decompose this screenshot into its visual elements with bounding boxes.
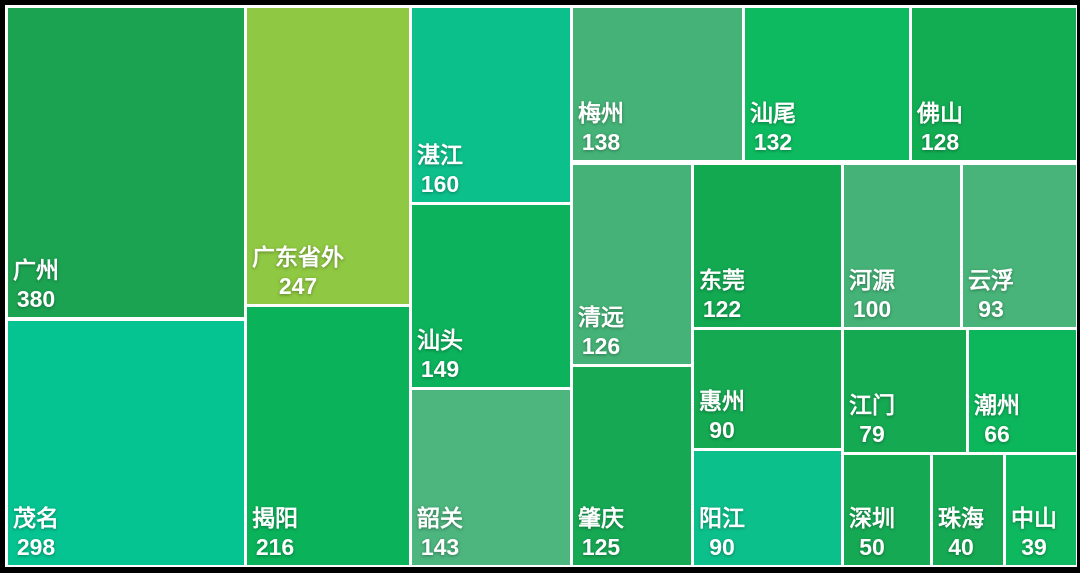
treemap-cell-qingyuan[interactable]: 清远 126 xyxy=(573,165,691,364)
cell-label: 揭阳 216 xyxy=(252,504,298,562)
cell-label: 阳江 90 xyxy=(699,504,745,562)
cell-value: 90 xyxy=(709,534,735,560)
treemap-cell-zhanjiang[interactable]: 湛江 160 xyxy=(412,8,570,202)
cell-name: 汕头 xyxy=(417,327,463,353)
cell-name: 佛山 xyxy=(917,100,963,126)
treemap-cell-jiangmen[interactable]: 江门 79 xyxy=(844,330,966,452)
cell-value: 40 xyxy=(948,534,974,560)
cell-value: 132 xyxy=(753,129,793,155)
cell-label: 东莞 122 xyxy=(699,266,745,324)
cell-label: 潮州 66 xyxy=(974,391,1020,449)
cell-name: 中山 xyxy=(1011,505,1057,531)
treemap-cell-heyuan[interactable]: 河源 100 xyxy=(844,165,960,327)
treemap-cell-shantou[interactable]: 汕头 149 xyxy=(412,205,570,387)
cell-label: 湛江 160 xyxy=(417,141,463,199)
cell-label: 梅州 138 xyxy=(578,99,624,157)
cell-value: 298 xyxy=(16,534,56,560)
treemap-cell-zhuhai[interactable]: 珠海 40 xyxy=(933,455,1003,565)
cell-name: 揭阳 xyxy=(252,505,298,531)
treemap-cell-shanwei[interactable]: 汕尾 132 xyxy=(745,8,909,160)
cell-value: 39 xyxy=(1021,534,1047,560)
cell-name: 潮州 xyxy=(974,392,1020,418)
cell-name: 茂名 xyxy=(13,505,59,531)
cell-label: 珠海 40 xyxy=(938,504,984,562)
treemap-cell-shaoguan[interactable]: 韶关 143 xyxy=(412,390,570,565)
treemap-cell-dongguan[interactable]: 东莞 122 xyxy=(694,165,841,327)
cell-value: 66 xyxy=(984,421,1010,447)
cell-name: 肇庆 xyxy=(578,505,624,531)
cell-name: 清远 xyxy=(578,304,624,330)
cell-label: 广东省外 247 xyxy=(252,243,344,301)
cell-value: 79 xyxy=(859,421,885,447)
cell-label: 广州 380 xyxy=(13,256,59,314)
cell-label: 云浮 93 xyxy=(968,266,1014,324)
cell-value: 216 xyxy=(255,534,295,560)
cell-label: 茂名 298 xyxy=(13,504,59,562)
cell-label: 惠州 90 xyxy=(699,387,745,445)
cell-value: 380 xyxy=(16,286,56,312)
cell-name: 深圳 xyxy=(849,505,895,531)
cell-label: 肇庆 125 xyxy=(578,504,624,562)
treemap-cell-yunfu[interactable]: 云浮 93 xyxy=(963,165,1076,327)
cell-name: 韶关 xyxy=(417,505,463,531)
cell-value: 128 xyxy=(920,129,960,155)
cell-name: 珠海 xyxy=(938,505,984,531)
cell-value: 138 xyxy=(581,129,621,155)
cell-value: 122 xyxy=(702,296,742,322)
cell-name: 湛江 xyxy=(417,142,463,168)
cell-value: 149 xyxy=(420,356,460,382)
cell-value: 143 xyxy=(420,534,460,560)
treemap-cell-shenzhen[interactable]: 深圳 50 xyxy=(844,455,930,565)
cell-value: 50 xyxy=(859,534,885,560)
cell-value: 247 xyxy=(278,273,318,299)
treemap-cell-foshan[interactable]: 佛山 128 xyxy=(912,8,1076,160)
cell-label: 汕尾 132 xyxy=(750,99,796,157)
cell-label: 江门 79 xyxy=(849,391,895,449)
cell-label: 中山 39 xyxy=(1011,504,1057,562)
cell-value: 126 xyxy=(581,333,621,359)
treemap-cell-maoming[interactable]: 茂名 298 xyxy=(8,321,244,565)
cell-name: 惠州 xyxy=(699,388,745,414)
treemap-cell-outside-guangdong[interactable]: 广东省外 247 xyxy=(247,8,409,304)
cell-value: 90 xyxy=(709,417,735,443)
treemap-cell-meizhou[interactable]: 梅州 138 xyxy=(573,8,742,160)
treemap-cell-huizhou[interactable]: 惠州 90 xyxy=(694,330,841,448)
cell-name: 广州 xyxy=(13,257,59,283)
treemap-cell-yangjiang[interactable]: 阳江 90 xyxy=(694,451,841,565)
cell-value: 125 xyxy=(581,534,621,560)
cell-name: 阳江 xyxy=(699,505,745,531)
cell-name: 广东省外 xyxy=(252,244,344,270)
cell-name: 汕尾 xyxy=(750,100,796,126)
treemap-cell-chaozhou[interactable]: 潮州 66 xyxy=(969,330,1076,452)
cell-label: 佛山 128 xyxy=(917,99,963,157)
cell-name: 云浮 xyxy=(968,267,1014,293)
cell-label: 河源 100 xyxy=(849,266,895,324)
treemap-cell-guangzhou[interactable]: 广州 380 xyxy=(8,8,244,317)
cell-label: 汕头 149 xyxy=(417,326,463,384)
cell-value: 93 xyxy=(978,296,1004,322)
cell-name: 河源 xyxy=(849,267,895,293)
cell-value: 160 xyxy=(420,171,460,197)
treemap-cell-zhongshan[interactable]: 中山 39 xyxy=(1006,455,1076,565)
treemap-cell-jieyang[interactable]: 揭阳 216 xyxy=(247,307,409,565)
cell-name: 江门 xyxy=(849,392,895,418)
cell-label: 韶关 143 xyxy=(417,504,463,562)
cell-value: 100 xyxy=(852,296,892,322)
cell-label: 深圳 50 xyxy=(849,504,895,562)
cell-label: 清远 126 xyxy=(578,303,624,361)
cell-name: 东莞 xyxy=(699,267,745,293)
treemap-cell-zhaoqing[interactable]: 肇庆 125 xyxy=(573,367,691,565)
cell-name: 梅州 xyxy=(578,100,624,126)
